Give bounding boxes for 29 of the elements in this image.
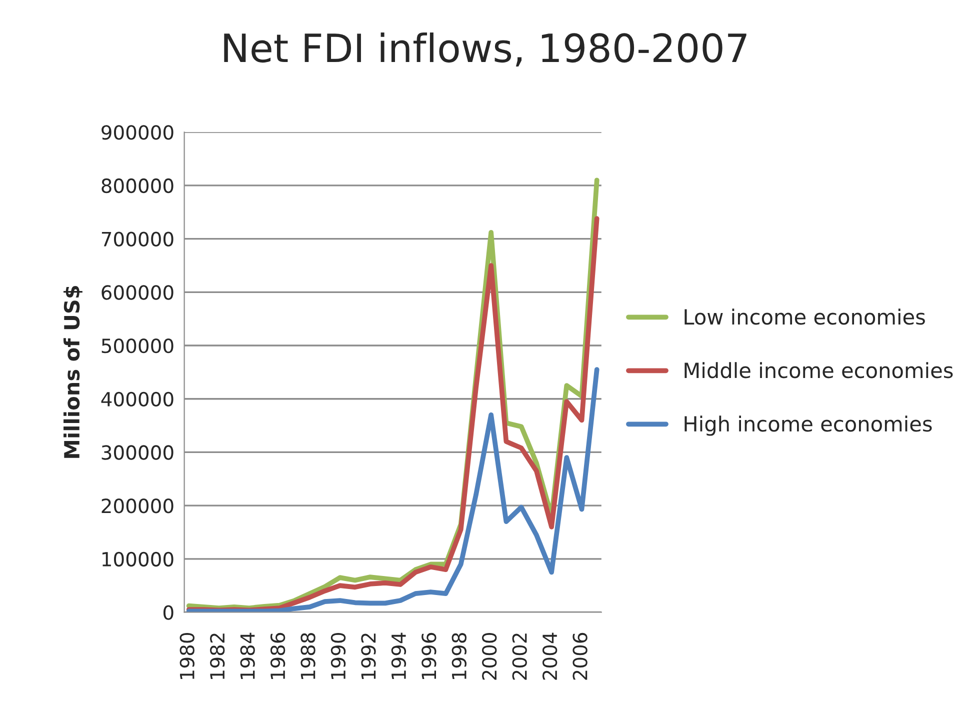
x-tick-label: 1998 (452, 633, 466, 680)
y-tick-label: 100000 (102, 552, 174, 567)
x-tick-label: 1980 (180, 632, 194, 680)
y-tick-label: 0 (163, 605, 174, 620)
y-axis-title: Millions of US$ (64, 286, 82, 458)
y-tick-label: 600000 (102, 285, 174, 300)
x-tick-label: 2002 (512, 634, 527, 680)
y-tick-label: 200000 (102, 498, 174, 514)
y-tick-label: 400000 (101, 392, 174, 407)
y-tick-label: 300000 (102, 445, 174, 460)
x-tick-label: 1992 (361, 634, 376, 680)
legend-label: High income economies (684, 416, 932, 436)
y-tick-label: 500000 (102, 338, 174, 354)
y-tick-label: 800000 (102, 178, 174, 194)
x-tick-label: 1990 (330, 632, 346, 680)
x-tick-label: 1988 (300, 633, 316, 680)
legend-label: Middle income economies (684, 362, 953, 378)
x-tick-label: 2000 (482, 632, 497, 680)
y-tick-label: 700000 (102, 232, 174, 246)
x-tick-label: 2006 (572, 632, 588, 680)
legend-label: Low income economies (684, 308, 925, 325)
y-tick-label: 900000 (102, 125, 174, 140)
x-tick-label: 1984 (240, 632, 255, 680)
chart-title: Net FDI inflows, 1980-2007 (224, 32, 746, 67)
x-tick-label: 1982 (210, 634, 225, 680)
x-tick-label: 1994 (391, 632, 406, 680)
x-tick-label: 1986 (270, 632, 286, 680)
x-tick-label: 2004 (542, 632, 558, 680)
x-tick-label: 1996 (422, 632, 436, 680)
